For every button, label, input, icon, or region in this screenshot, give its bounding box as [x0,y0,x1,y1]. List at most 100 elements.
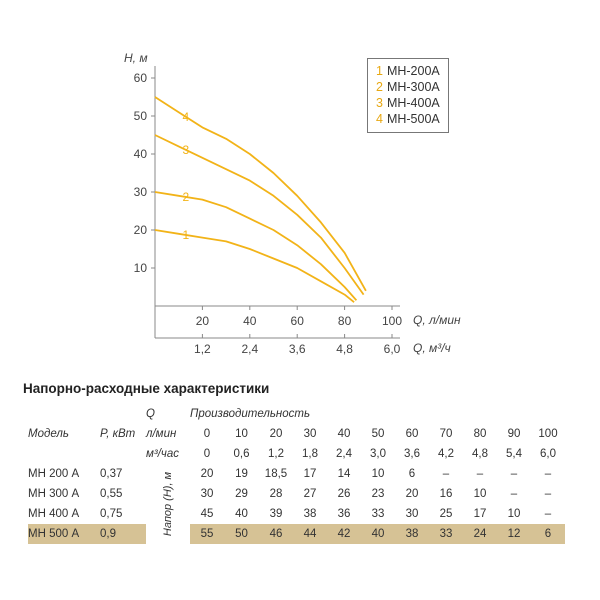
legend-item: 2 МН-300А [376,79,448,95]
m3-value: 1,8 [302,448,318,460]
head-value-cell: 24 [463,524,497,544]
head-value-cell: 33 [371,508,385,520]
curve-label-4: 4 [182,110,189,124]
power-cell: 0,75 [100,508,123,520]
head-label-cell: Напор (H), м [146,464,190,544]
m3-value: 5,4 [506,448,522,460]
m3-value: 0 [203,448,211,460]
legend-item-label: МН-200А [386,64,440,78]
head-value-cell: 6 [408,468,416,480]
table-row: МН 300 А 0,55 30 29 28 27 26 23 20 16 10 – – [28,484,565,504]
head-value-cell: 26 [337,488,351,500]
q-header: Q [146,408,155,420]
head-value-cell: 25 [439,508,453,520]
head-value-cell: – [544,468,552,480]
x-tick-label: 100 [382,314,402,328]
lmin-value: 90 [507,428,521,440]
lmin-value: 60 [405,428,419,440]
m3-value: 3,0 [370,448,386,460]
m3-value: 4,8 [472,448,488,460]
head-value-cell: 17 [303,468,317,480]
lmin-value: 100 [538,428,558,440]
y-tick-label: 30 [134,185,148,199]
head-value-cell: 14 [337,468,351,480]
y-tick-label: 20 [134,223,148,237]
head-value-cell: 39 [269,508,283,520]
table-row: МН 500 А 0,9 55 50 46 44 42 40 38 33 24 12 6 [28,524,565,544]
x2-tick-label: 3,6 [289,342,306,356]
head-value-cell: 20 [200,468,214,480]
chart-axes [154,66,400,339]
lmin-label: л/мин [146,428,177,440]
head-value-cell: 45 [200,508,214,520]
head-value-cell: 28 [269,488,283,500]
x2-tick-label: 4,8 [336,342,353,356]
head-value-cell: 27 [303,488,317,500]
lmin-value: 40 [337,428,351,440]
curve-4 [154,96,367,292]
m3-value: 1,2 [268,448,284,460]
head-value-cell: 50 [224,524,259,544]
head-value-cell: 6 [531,524,565,544]
y-tick-label: 10 [134,261,148,275]
x-tick-label: 80 [338,314,352,328]
x2-tick-label: 2,4 [241,342,258,356]
head-label: Напор (H), м [162,471,174,537]
curve-label-2: 2 [182,190,189,204]
curve-2 [154,191,358,301]
head-value-cell: 42 [327,524,361,544]
head-value-cell: 18,5 [264,468,288,480]
curve-label-3: 3 [182,143,189,157]
head-value-cell: 17 [473,508,487,520]
head-value-cell: 40 [361,524,395,544]
legend-item-label: МН-300А [386,80,440,94]
lmin-value: 50 [371,428,385,440]
y-tick-label: 50 [134,109,148,123]
lmin-value: 0 [203,428,211,440]
pump-head-flow-chart: 10 20 30 40 50 60 20 40 60 80 100 1,2 2,4 3,6 4,8 6,0 1… [124,51,461,356]
x-axis-label-secondary: Q, м³/ч [413,341,451,355]
head-value-cell: 20 [405,488,419,500]
model-cell: МН 200 А [28,468,80,480]
table-row: МН 400 А 0,75 45 40 39 38 36 33 30 25 17 10 – [28,504,565,524]
y-tick-label: 60 [134,71,148,85]
lmin-value: 20 [269,428,283,440]
head-value-cell: – [476,468,484,480]
m3-value: 6,0 [540,448,556,460]
chart-legend: 1 МН-200А 2 МН-300А 3 МН-400А 4 МН-500А [367,58,449,133]
head-value-cell: – [544,508,552,520]
legend-item-number: 1 [376,64,383,78]
table-header-row-lmin: Модель P, кВт л/мин 0 10 20 30 40 50 60 70 80 90 1… [28,424,565,444]
model-cell: МН 300 А [28,488,80,500]
x2-tick-label: 6,0 [384,342,401,356]
m3-label: м³/час [146,448,180,460]
head-value-cell: 23 [371,488,385,500]
x-tick-label: 40 [243,314,257,328]
model-cell: МН 500 А [28,524,100,544]
table-row: МН 200 А 0,37 Напор (H), м 20 19 18,5 17 14 10 6 –… [28,464,565,536]
head-value-cell: 33 [429,524,463,544]
head-value-cell: 30 [405,508,419,520]
y-tick-label: 40 [134,147,148,161]
head-value-cell: 40 [235,508,248,520]
head-value-cell: 55 [190,524,224,544]
model-header: Модель [28,428,69,440]
legend-item: 3 МН-400А [376,95,448,111]
head-value-cell: 36 [337,508,351,520]
head-value-cell: 44 [293,524,327,544]
head-value-cell: 16 [439,488,453,500]
table-header-row-q: Q Производительность [28,404,565,424]
head-value-cell: 10 [507,508,521,520]
curve-1 [154,229,355,303]
legend-item-number: 2 [376,80,383,94]
x-tick-label: 60 [291,314,305,328]
power-cell: 0,55 [100,488,123,500]
curve-3 [154,134,365,296]
x2-tick-label: 1,2 [194,342,211,356]
head-value-cell: – [442,468,450,480]
m3-value: 4,2 [438,448,454,460]
lmin-value: 30 [303,428,317,440]
legend-item-label: МН-400А [386,96,440,110]
m3-value: 3,6 [404,448,420,460]
legend-item: 4 МН-500А [376,111,448,127]
